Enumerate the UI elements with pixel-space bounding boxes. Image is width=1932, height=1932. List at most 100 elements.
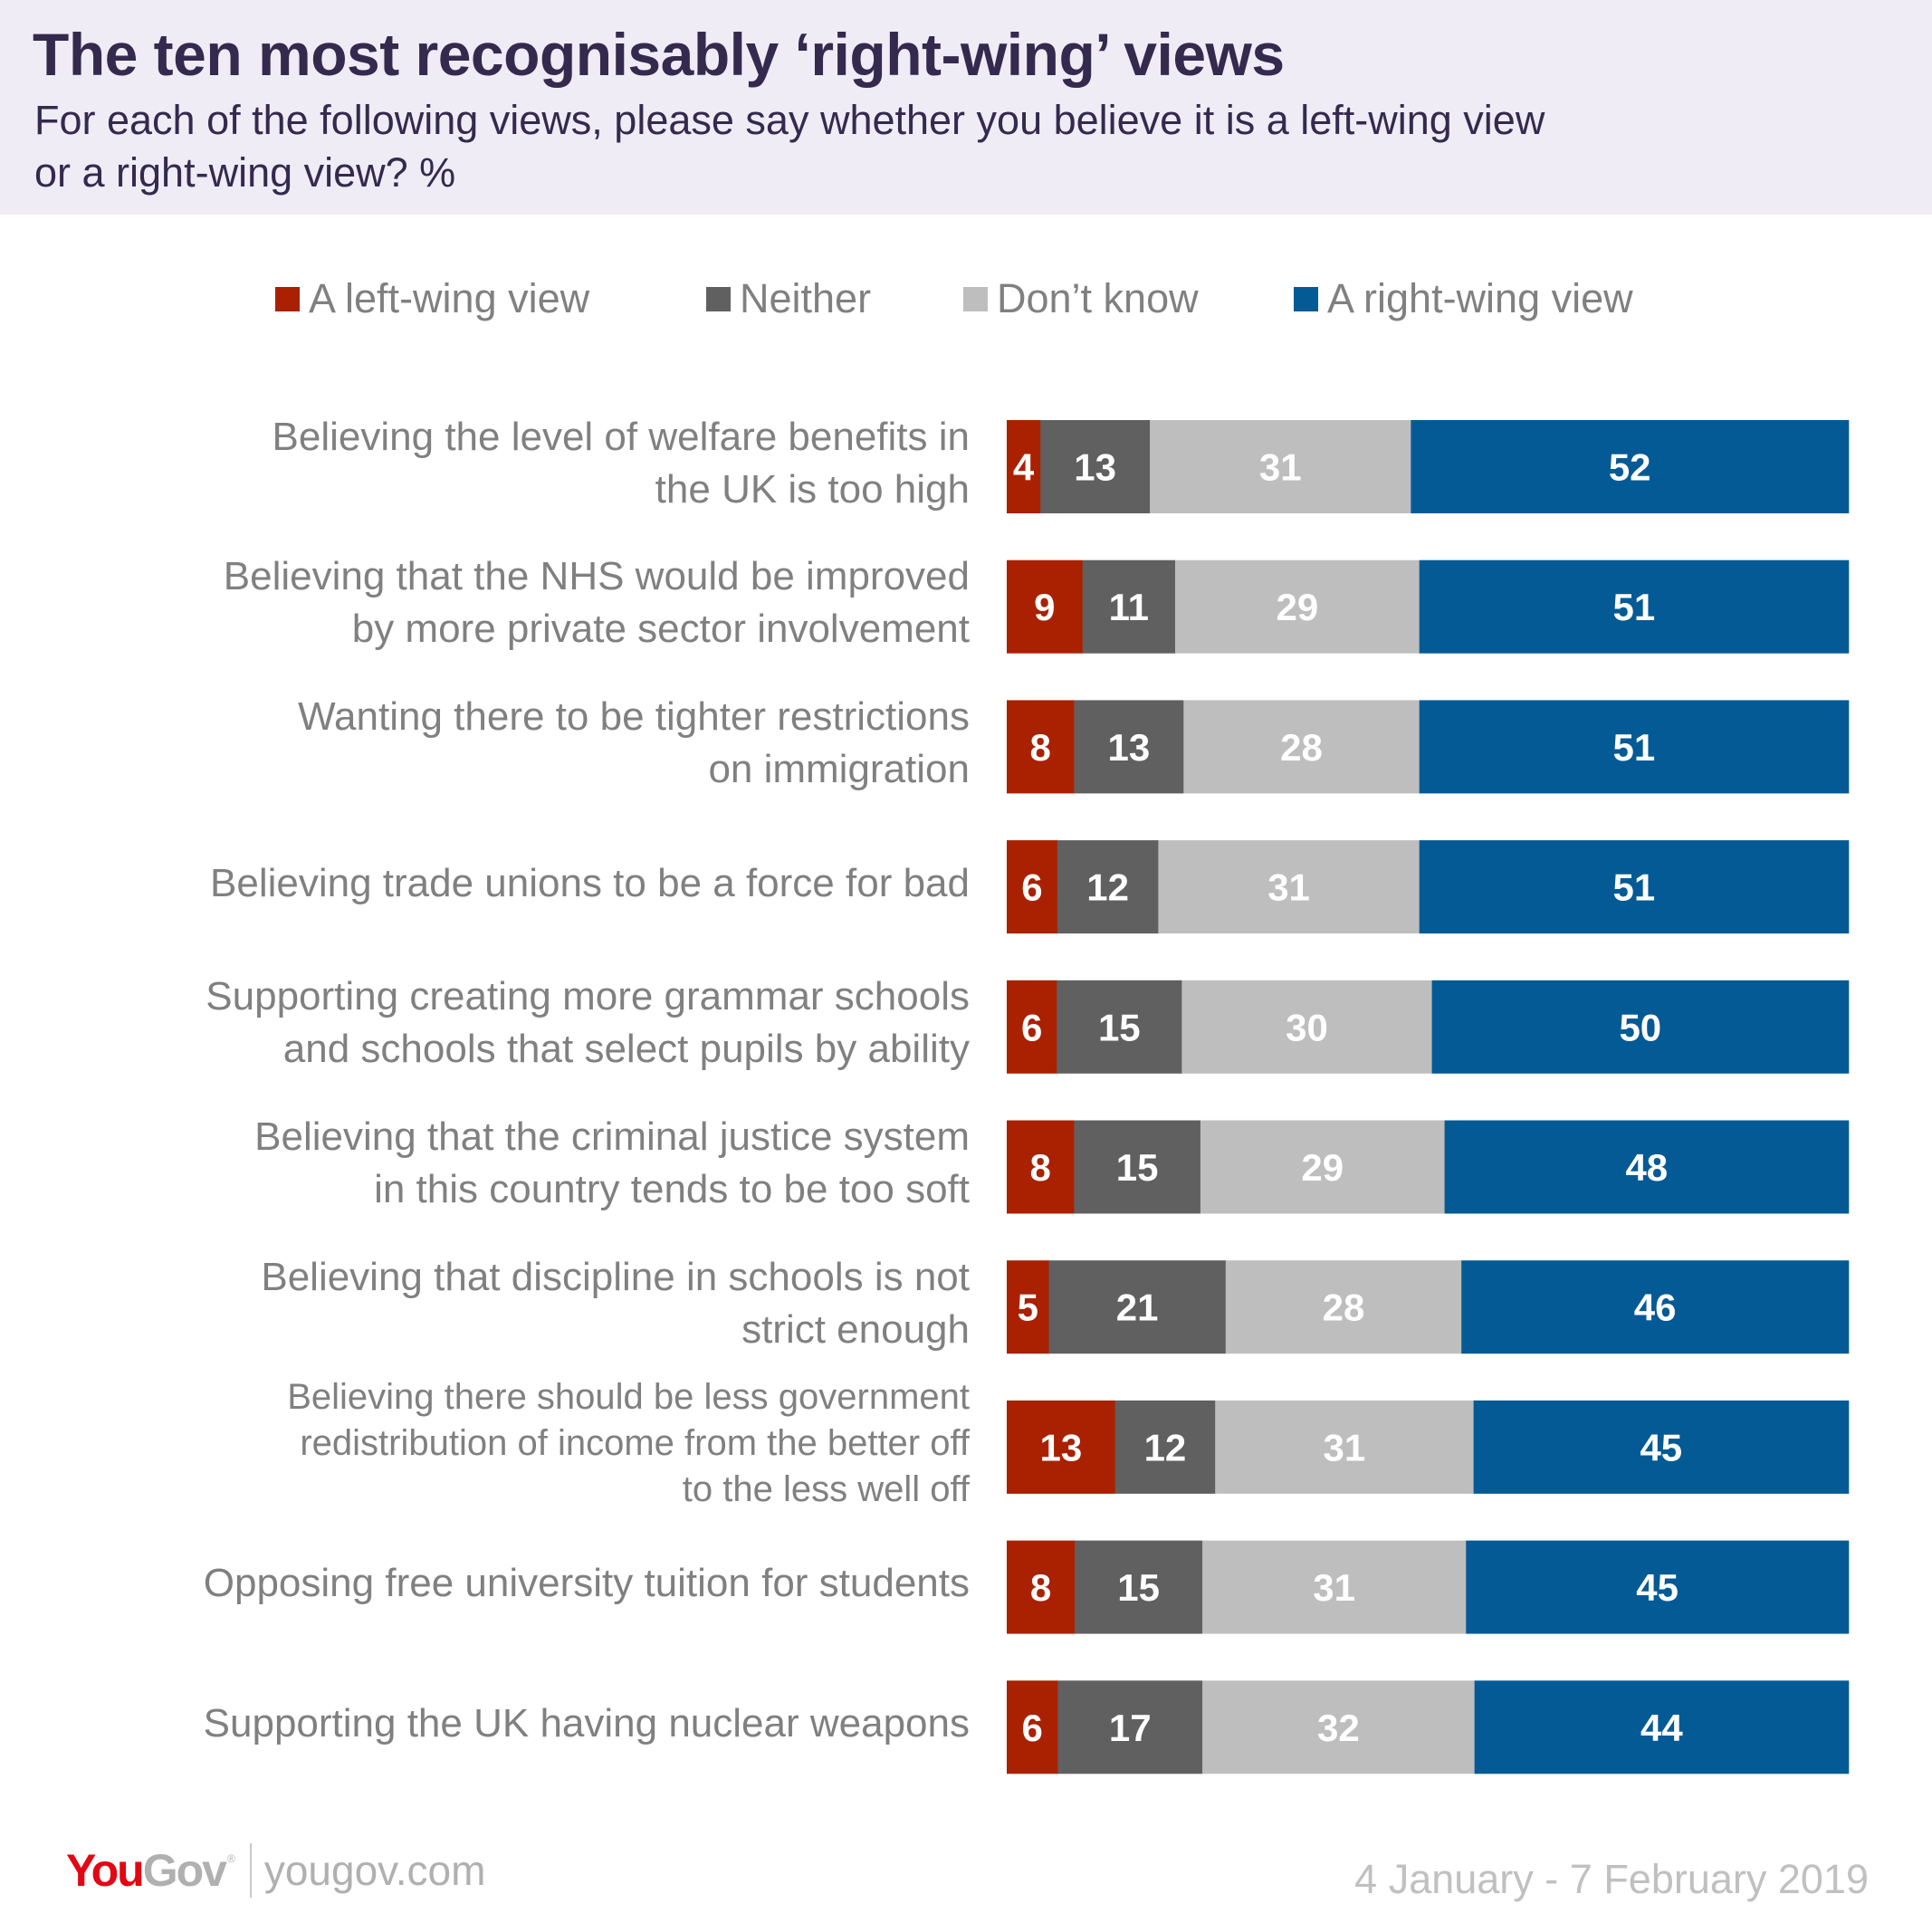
category-label-line: to the less well off [682,1468,970,1509]
yougov-logo: You Gov ® yougov.com [66,1843,485,1898]
category-label-line: the UK is too high [655,466,970,512]
category-label: Supporting the UK having nuclear weapons [46,1698,970,1750]
category-label-line: Supporting creating more grammar schools [206,974,970,1019]
chart-title: The ten most recognisably ‘right-wing’ v… [33,21,1285,88]
logo-you-text: You [66,1845,145,1896]
category-label-line: Believing there should be less governmen… [287,1376,970,1417]
bar-segment-neither [1074,1120,1201,1214]
bar-segment-left [1007,1260,1049,1354]
data-label-right: 50 [1619,1006,1661,1048]
bar-segment-left [1007,980,1057,1074]
data-label-dont-know: 31 [1259,446,1302,489]
category-label: Believing that the NHS would be improved… [46,550,970,655]
category-label: Opposing free university tuition for stu… [46,1557,970,1610]
data-label-right: 51 [1612,726,1655,769]
bar-segment-dont-know [1175,560,1420,654]
category-label-line: on immigration [708,746,970,791]
category-label: Believing that the criminal justice syst… [46,1111,970,1216]
chart-subtitle: For each of the following views, please … [34,94,1845,199]
registered-mark: ® [226,1852,235,1865]
category-label: Supporting creating more grammar schools… [46,971,970,1076]
bar-segment-left [1007,840,1058,934]
bar-segment-right [1419,700,1850,794]
subtitle-line-1: For each of the following views, please … [34,97,1545,143]
data-label-neither: 15 [1098,1006,1141,1048]
bar-segment-dont-know [1200,1120,1445,1214]
category-label-line: in this country tends to be too soft [374,1167,970,1211]
legend-item-right: A right-wing view [1294,272,1633,326]
data-label-right: 46 [1634,1286,1677,1329]
data-label-right: 51 [1612,866,1655,909]
legend-item-dont-know: Don’t know [963,272,1199,326]
bar-segment-neither [1057,980,1182,1074]
bar-segment-neither [1057,1680,1203,1774]
bar-segment-left [1007,1400,1115,1494]
data-label-neither: 12 [1144,1426,1187,1468]
data-label-dont-know: 28 [1323,1286,1365,1329]
data-label-dont-know: 29 [1276,586,1318,628]
logo-gov-text: Gov [142,1845,227,1896]
bar-segment-neither [1040,420,1151,513]
data-label-left: 8 [1030,1566,1051,1609]
legend-label-dont-know: Don’t know [997,275,1199,321]
bar-segment-right [1473,1400,1850,1494]
data-label-neither: 13 [1074,446,1116,489]
data-label-dont-know: 32 [1317,1707,1360,1749]
data-label-neither: 21 [1116,1286,1159,1329]
bar-segment-right [1474,1680,1850,1774]
category-label: Wanting there to be tighter restrictions… [46,691,970,796]
data-label-neither: 13 [1107,726,1150,769]
fieldwork-dates: 4 January - 7 February 2019 [1354,1856,1869,1902]
category-label-line: Supporting the UK having nuclear weapons [203,1700,970,1745]
bar-segment-dont-know [1150,420,1411,513]
bar-segment-dont-know [1225,1260,1462,1354]
data-label-dont-know: 30 [1286,1006,1328,1048]
data-label-dont-know: 29 [1301,1146,1344,1189]
data-label-left: 5 [1018,1286,1038,1329]
category-label-line: Believing that the criminal justice syst… [254,1114,970,1159]
bar-segment-dont-know [1202,1680,1475,1774]
bar-segment-left [1007,420,1041,513]
bar-segment-left [1007,1540,1076,1634]
bar-segment-neither [1048,1260,1227,1354]
logo-divider [249,1843,252,1898]
bar-segment-dont-know [1158,840,1420,934]
bar-segment-dont-know [1181,980,1432,1074]
bar-segment-left [1007,1120,1075,1214]
header-band: The ten most recognisably ‘right-wing’ v… [0,0,1932,215]
data-label-left: 6 [1021,866,1042,909]
data-label-left: 8 [1030,1146,1051,1189]
legend-item-left: A left-wing view [275,272,589,326]
bar-segment-dont-know [1183,700,1420,794]
data-label-right: 51 [1612,586,1655,628]
bar-segment-neither [1057,840,1159,934]
category-label: Believing trade unions to be a force for… [46,857,970,910]
legend: A left-wing view Neither Don’t know A ri… [0,272,1932,326]
data-label-right: 44 [1640,1707,1683,1749]
data-label-dont-know: 31 [1267,866,1310,909]
legend-swatch-neither [706,286,731,311]
bar-segment-left [1007,1680,1058,1774]
data-label-right: 48 [1625,1146,1668,1189]
website-url: yougov.com [263,1847,486,1894]
data-label-dont-know: 31 [1324,1426,1366,1468]
category-label-line: Believing that the NHS would be improved [223,554,970,599]
bar-segment-neither [1075,1540,1203,1634]
data-label-left: 9 [1034,586,1055,628]
bar-segment-right [1431,980,1850,1074]
bar-segment-neither [1074,700,1184,794]
category-label: Believing the level of welfare benefits … [46,411,970,516]
data-label-neither: 15 [1117,1566,1160,1609]
data-label-neither: 11 [1109,586,1149,628]
bar-segment-right [1461,1260,1850,1354]
data-label-dont-know: 31 [1313,1566,1355,1609]
bar-segment-dont-know [1215,1400,1474,1494]
category-label: Believing that discipline in schools is … [46,1251,970,1356]
data-label-dont-know: 28 [1280,726,1323,769]
category-label-line: Believing trade unions to be a force for… [210,860,970,905]
data-label-neither: 15 [1116,1146,1159,1189]
legend-label-neither: Neither [740,275,872,321]
data-label-neither: 17 [1109,1707,1152,1749]
category-label-line: Believing the level of welfare benefits … [272,414,970,459]
bar-segment-right [1411,420,1850,513]
